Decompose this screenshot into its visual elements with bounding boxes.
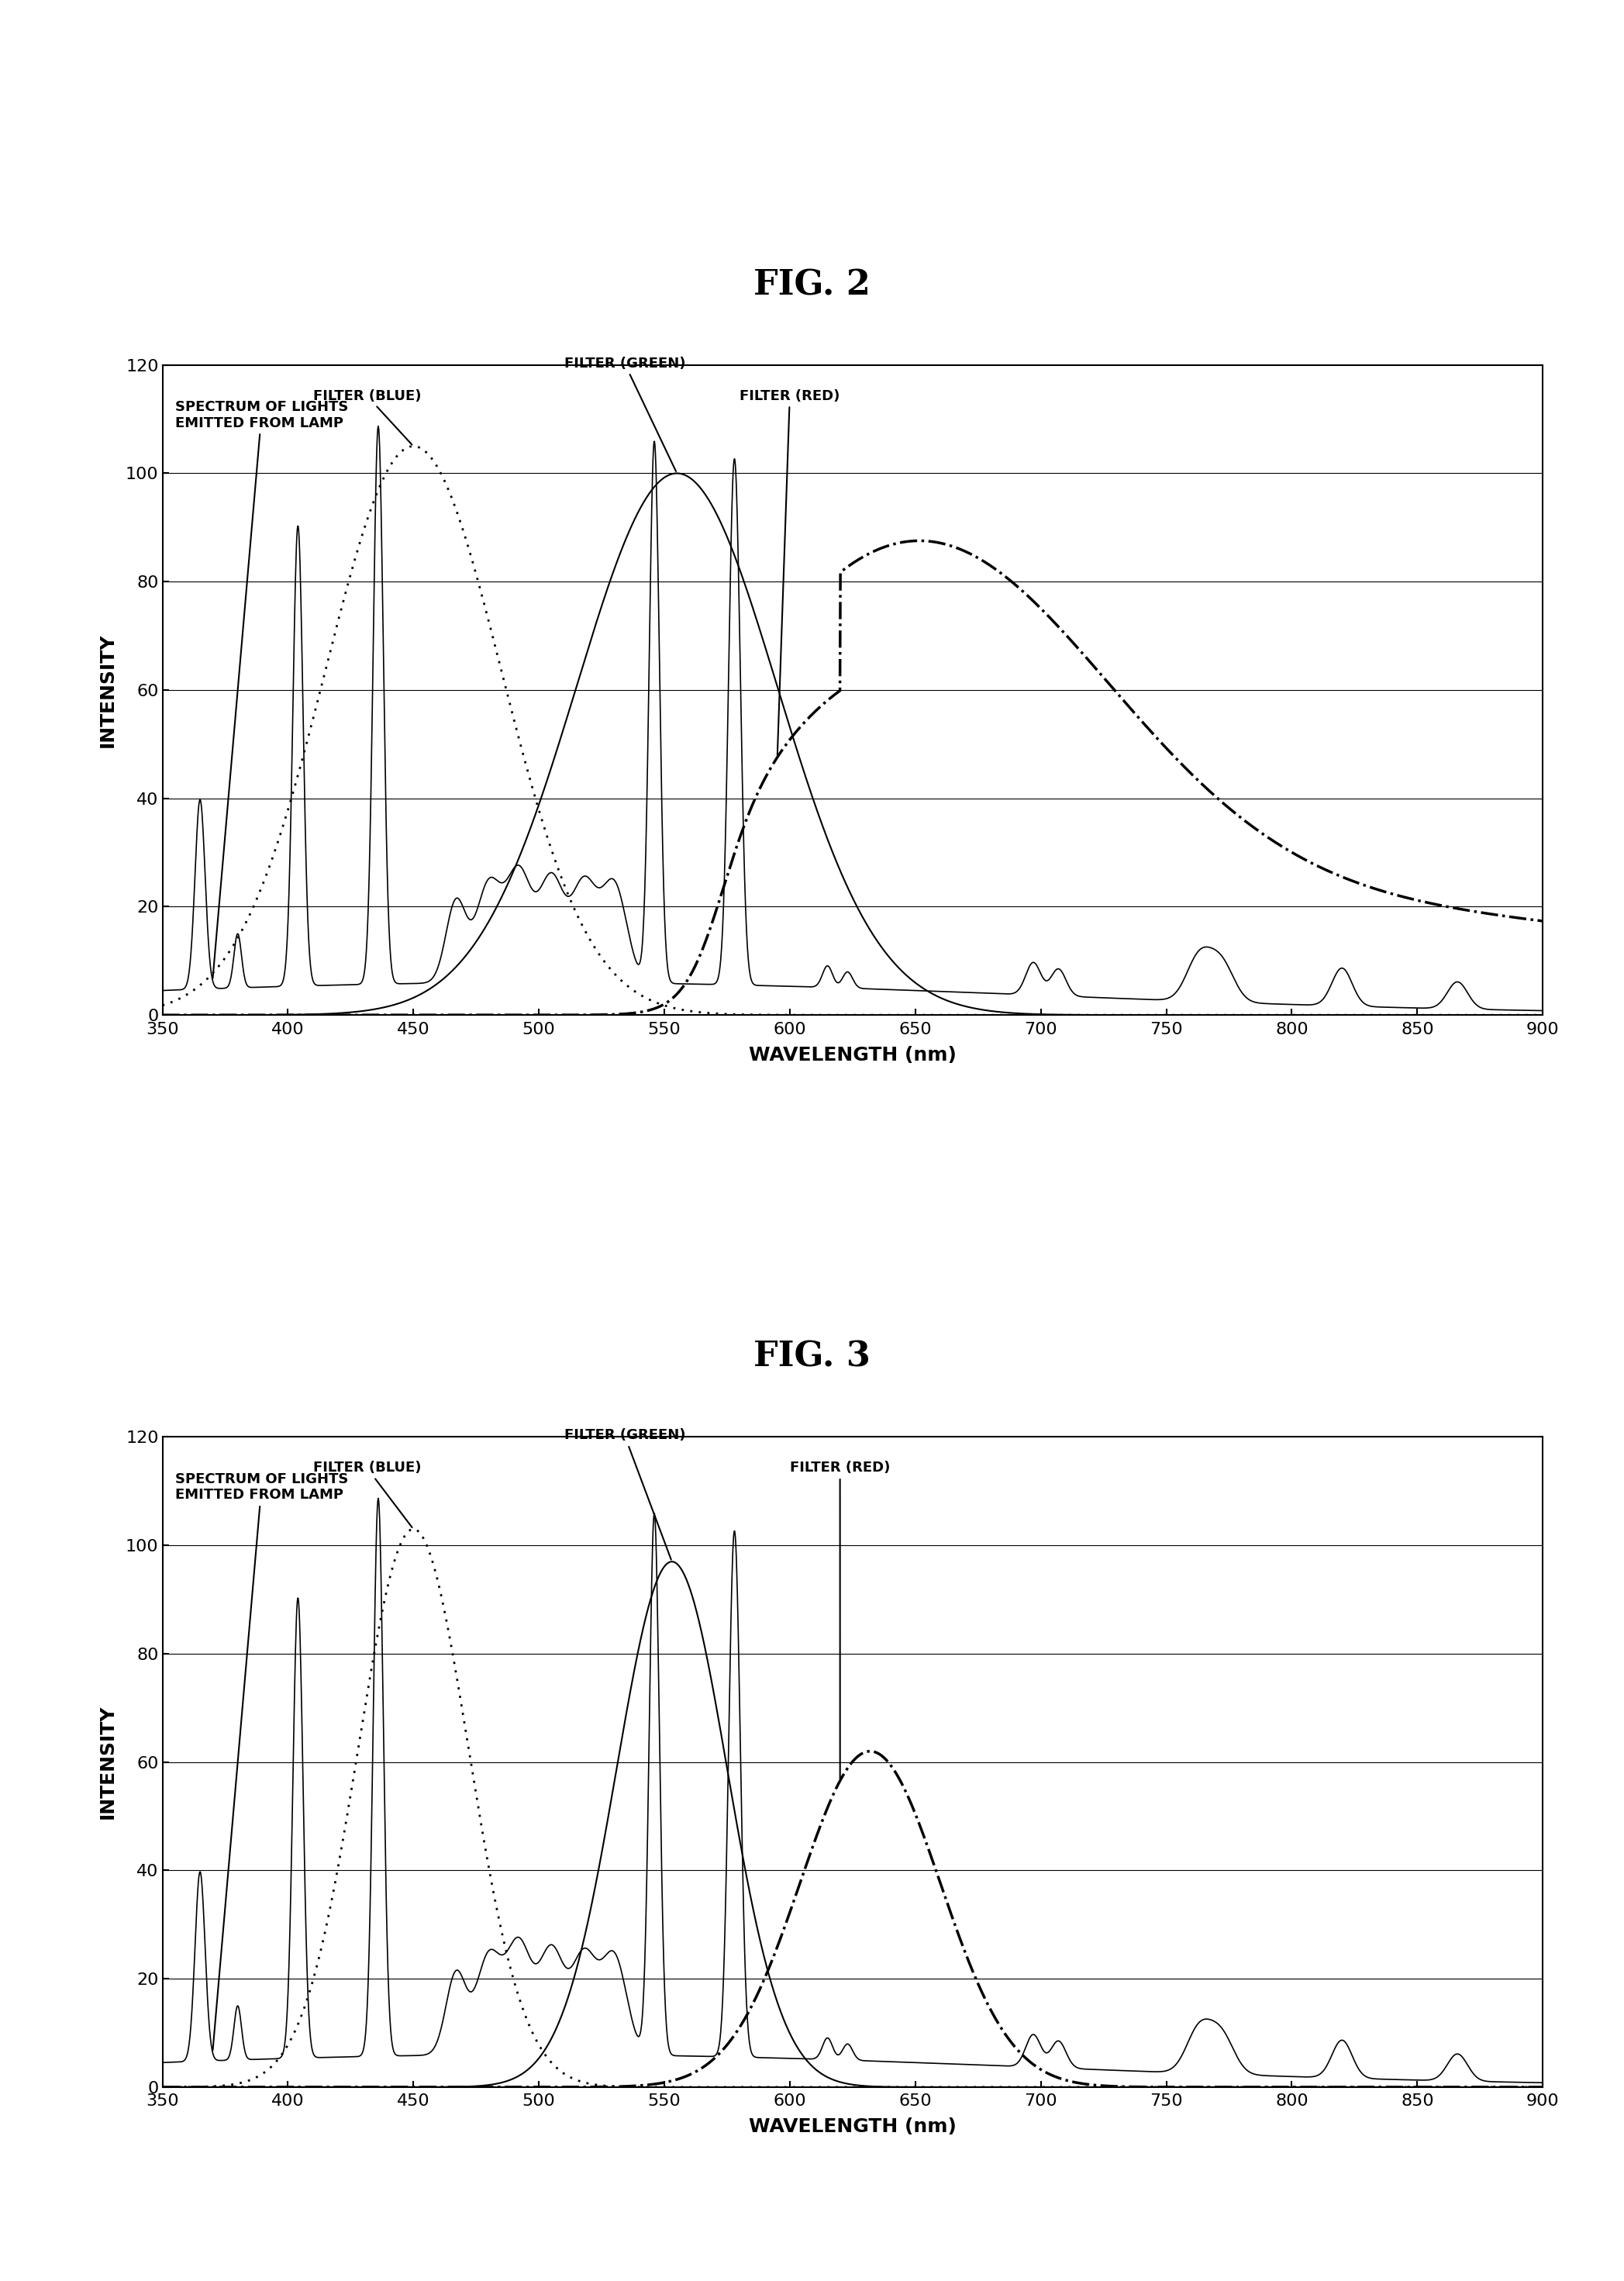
Text: FIG. 2: FIG. 2 [754, 269, 870, 301]
Text: FILTER (RED): FILTER (RED) [739, 390, 840, 755]
Text: FILTER (GREEN): FILTER (GREEN) [564, 356, 685, 472]
Text: FILTER (BLUE): FILTER (BLUE) [313, 1462, 421, 1528]
Text: SPECTRUM OF LIGHTS
EMITTED FROM LAMP: SPECTRUM OF LIGHTS EMITTED FROM LAMP [175, 399, 348, 979]
Text: FILTER (BLUE): FILTER (BLUE) [313, 390, 421, 445]
Y-axis label: INTENSITY: INTENSITY [99, 1704, 117, 1820]
Text: FIG. 3: FIG. 3 [754, 1341, 870, 1373]
X-axis label: WAVELENGTH (nm): WAVELENGTH (nm) [749, 2117, 957, 2137]
X-axis label: WAVELENGTH (nm): WAVELENGTH (nm) [749, 1045, 957, 1065]
Y-axis label: INTENSITY: INTENSITY [99, 632, 117, 748]
Text: FILTER (RED): FILTER (RED) [789, 1462, 890, 1779]
Text: FILTER (GREEN): FILTER (GREEN) [564, 1428, 685, 1560]
Text: SPECTRUM OF LIGHTS
EMITTED FROM LAMP: SPECTRUM OF LIGHTS EMITTED FROM LAMP [175, 1471, 348, 2051]
